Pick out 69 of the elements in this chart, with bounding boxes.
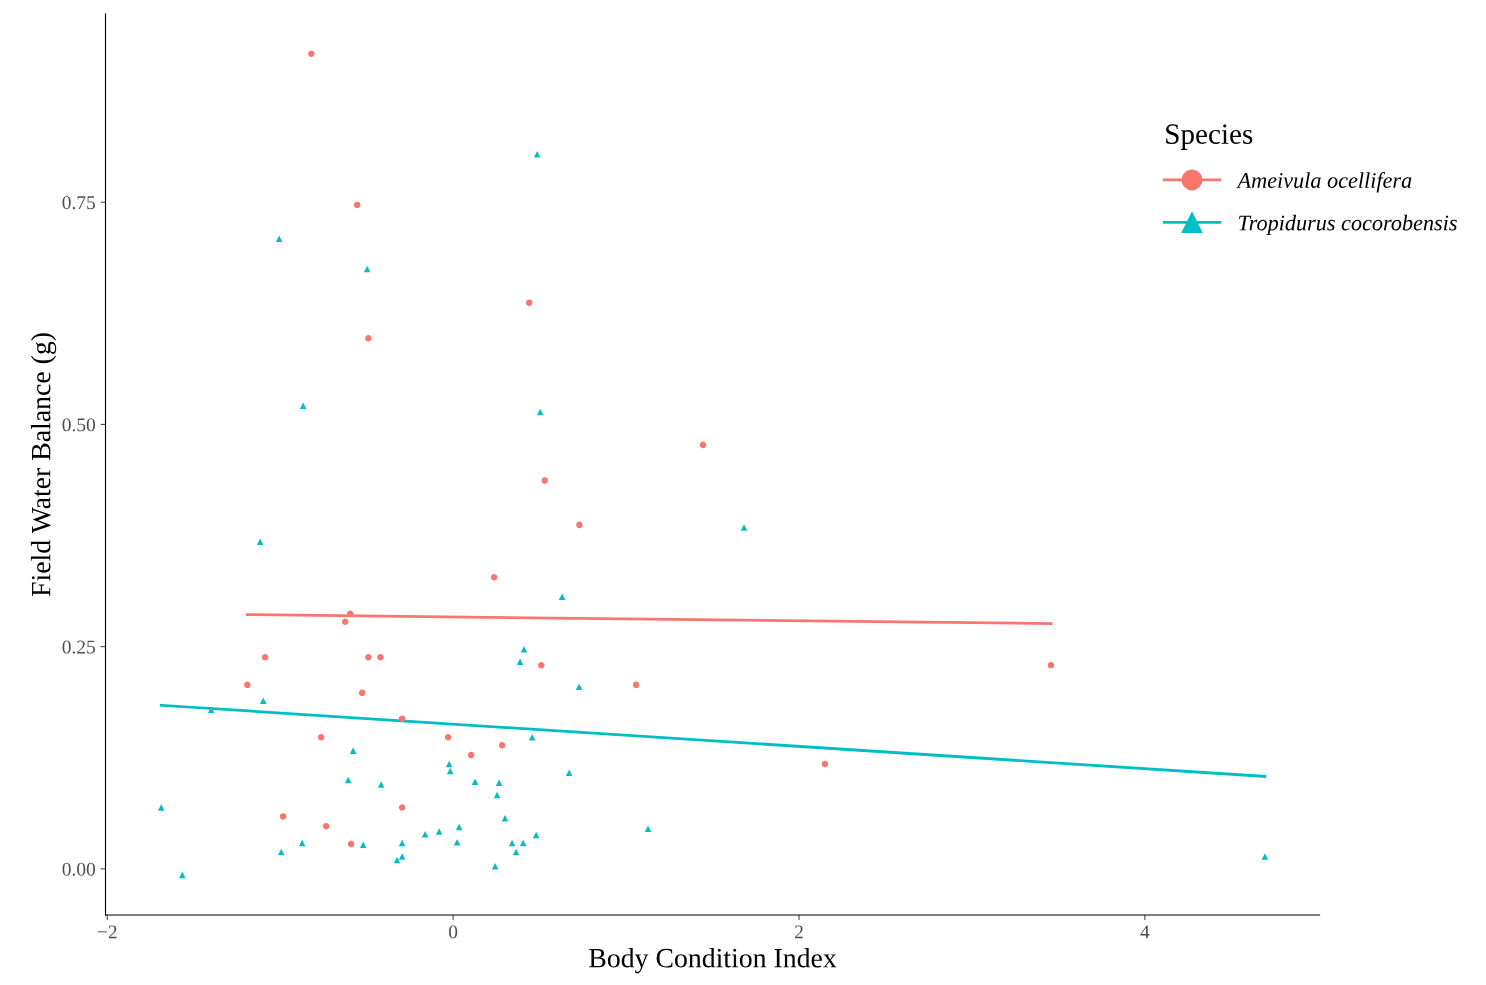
point — [358, 689, 366, 697]
point — [261, 654, 269, 661]
y-tick-label: 0.25 — [62, 640, 96, 654]
point — [528, 734, 536, 741]
x-tick-label: 4 — [1140, 925, 1150, 939]
point — [353, 201, 361, 209]
point — [275, 235, 283, 242]
point — [525, 299, 533, 306]
point — [538, 662, 545, 669]
legend-title: Species — [1166, 124, 1253, 150]
point — [446, 767, 454, 775]
point — [359, 841, 367, 849]
point — [365, 334, 372, 342]
point — [244, 681, 251, 689]
point — [377, 781, 385, 788]
x-tick-label: −2 — [97, 925, 117, 939]
point — [256, 538, 264, 546]
point — [398, 804, 406, 811]
legend-label: Tropidurus cocorobensis — [1239, 214, 1457, 235]
point — [467, 751, 475, 759]
point — [516, 658, 524, 666]
point — [740, 524, 748, 531]
point — [341, 618, 349, 626]
point — [207, 706, 215, 713]
point — [821, 760, 829, 768]
point — [490, 574, 498, 581]
point — [435, 828, 443, 835]
point — [576, 521, 583, 529]
legend-label: Ameivula ocellifera — [1236, 172, 1412, 193]
point — [444, 734, 452, 741]
point — [322, 822, 330, 830]
point — [377, 654, 384, 661]
point — [365, 654, 372, 661]
x-tick-label: 2 — [795, 925, 803, 939]
point — [1047, 662, 1055, 669]
point — [157, 804, 165, 811]
point — [317, 734, 325, 741]
point — [565, 769, 573, 777]
point — [398, 715, 406, 722]
point — [471, 778, 479, 785]
point — [279, 813, 287, 820]
point — [558, 593, 566, 601]
point — [541, 477, 549, 484]
point — [1261, 853, 1269, 860]
point — [349, 747, 357, 754]
point — [308, 50, 315, 58]
point — [455, 823, 463, 831]
point — [299, 402, 307, 410]
point — [520, 646, 528, 653]
x-tick-label: 0 — [449, 925, 458, 939]
y-tick-label: 0.75 — [62, 196, 96, 210]
point — [495, 779, 503, 786]
y-axis-title: Field Water Balance (g) — [30, 333, 57, 597]
point — [632, 681, 640, 689]
point — [498, 742, 506, 749]
y-tick-label: 0.50 — [62, 418, 96, 432]
point — [445, 760, 453, 768]
point — [398, 853, 406, 860]
point — [519, 839, 527, 847]
x-axis-title: Body Condition Index — [589, 947, 837, 974]
point — [179, 871, 186, 879]
point — [363, 265, 371, 273]
point — [347, 840, 355, 848]
point — [575, 683, 583, 690]
y-tick-label: 0.00 — [62, 862, 96, 876]
point — [259, 697, 267, 705]
point — [277, 848, 285, 856]
point — [699, 441, 707, 449]
point — [344, 776, 352, 784]
